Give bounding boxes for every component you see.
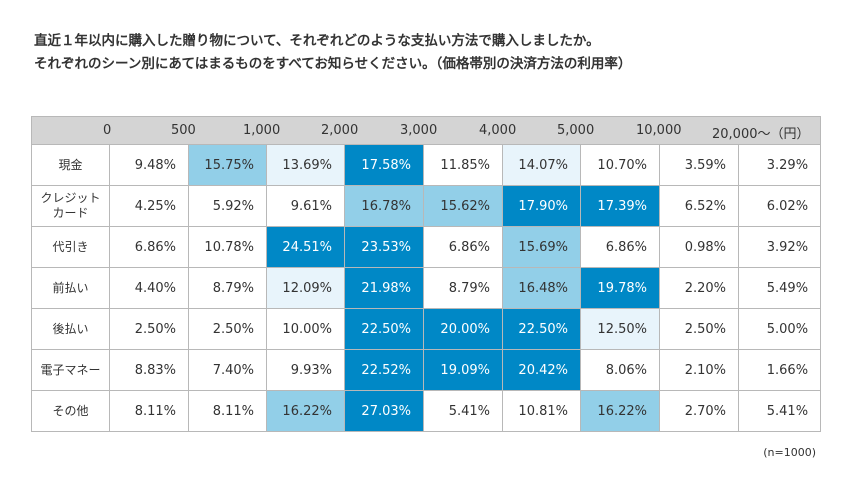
value-cell: 7.40% [188,349,267,391]
value-cell: 17.58% [344,144,424,186]
value-cell: 3.59% [659,144,739,186]
value-cell: 2.50% [109,308,189,350]
value-cell: 20.42% [502,349,581,391]
value-cell: 4.40% [109,267,189,309]
value-cell: 8.11% [188,390,267,432]
value-cell: 2.50% [188,308,267,350]
value-cell: 12.09% [266,267,345,309]
payment-method-label: 現金 [31,144,110,186]
price-tick-label: 3,000 [400,123,438,138]
value-cell: 17.90% [502,185,581,227]
value-cell: 8.79% [423,267,503,309]
payment-method-label: クレジット カード [31,185,110,227]
value-cell: 16.48% [502,267,581,309]
data-table: 0 500 1,000 2,000 3,000 4,000 5,000 10,000 20,00… [30,116,822,432]
payment-method-label: 代引き [31,226,110,268]
payment-method-label: 電子マネー [31,349,110,391]
value-cell: 15.69% [502,226,581,268]
value-cell: 3.92% [737,226,822,268]
value-cell: 16.22% [580,390,660,432]
value-cell: 12.50% [580,308,660,350]
table-row: 電子マネー 8.83% 7.40% 9.93% 22.52% 19.09% 20.42% 8.… [31,349,822,391]
table-row: 代引き 6.86% 10.78% 24.51% 23.53% 6.86% 15.69% 6.8… [31,226,822,268]
table-row: クレジット カード 4.25% 5.92% 9.61% 16.78% 15.62% 17.90… [31,185,822,227]
value-cell: 10.81% [502,390,581,432]
value-cell: 22.50% [344,308,424,350]
price-axis-row: 0 500 1,000 2,000 3,000 4,000 5,000 10,000 20,00… [30,116,822,145]
value-cell: 11.85% [423,144,503,186]
payment-method-label: 後払い [31,308,110,350]
table-row: 現金 9.48% 15.75% 13.69% 17.58% 11.85% 14.07% 10.… [31,144,822,186]
value-cell: 23.53% [344,226,424,268]
value-cell: 15.75% [188,144,267,186]
value-cell: 21.98% [344,267,424,309]
value-cell: 6.02% [737,185,822,227]
value-cell: 10.00% [266,308,345,350]
price-tick-label: 20,000〜（円） [712,127,810,142]
value-cell: 5.49% [737,267,822,309]
value-cell: 8.83% [109,349,189,391]
value-cell: 5.41% [423,390,503,432]
value-cell: 2.20% [659,267,739,309]
value-cell: 5.92% [188,185,267,227]
value-cell: 15.62% [423,185,503,227]
value-cell: 5.00% [737,308,822,350]
price-tick-label: 10,000 [636,123,682,138]
table-row: 後払い 2.50% 2.50% 10.00% 22.50% 20.00% 22.50% 12.… [31,308,822,350]
title-line-2: それぞれのシーン別にあてはまるものをすべてお知らせください。（価格帯別の決済方法… [34,56,632,72]
payment-method-label: その他 [31,390,110,432]
value-cell: 3.29% [737,144,822,186]
value-cell: 10.70% [580,144,660,186]
price-axis-cell: 0 500 1,000 2,000 3,000 4,000 5,000 10,000 20,00… [30,116,822,145]
value-cell: 9.48% [109,144,189,186]
value-cell: 27.03% [344,390,424,432]
value-cell: 22.50% [502,308,581,350]
value-cell: 8.79% [188,267,267,309]
value-cell: 5.41% [737,390,822,432]
sample-size-note: (n=1000) [763,446,816,459]
value-cell: 6.52% [659,185,739,227]
value-cell: 10.78% [188,226,267,268]
value-cell: 17.39% [580,185,660,227]
price-tick-label: 5,000 [557,123,595,138]
value-cell: 2.10% [659,349,739,391]
chart-title: 直近１年以内に購入した贈り物について、それぞれどのような支払い方法で購入しました… [34,30,834,76]
value-cell: 1.66% [737,349,822,391]
value-cell: 14.07% [502,144,581,186]
value-cell: 16.78% [344,185,424,227]
value-cell: 22.52% [344,349,424,391]
value-cell: 24.51% [266,226,345,268]
value-cell: 19.78% [580,267,660,309]
value-cell: 16.22% [266,390,345,432]
value-cell: 9.93% [266,349,345,391]
price-tick-label: 500 [171,123,196,138]
value-cell: 0.98% [659,226,739,268]
table-row: その他 8.11% 8.11% 16.22% 27.03% 5.41% 10.81% 16.2… [31,390,822,432]
value-cell: 8.06% [580,349,660,391]
value-cell: 13.69% [266,144,345,186]
value-cell: 2.50% [659,308,739,350]
price-tick-label: 1,000 [243,123,281,138]
price-tick-label: 4,000 [479,123,517,138]
value-cell: 6.86% [109,226,189,268]
payment-method-label: 前払い [31,267,110,309]
value-cell: 20.00% [423,308,503,350]
value-cell: 6.86% [423,226,503,268]
value-cell: 6.86% [580,226,660,268]
title-line-1: 直近１年以内に購入した贈り物について、それぞれどのような支払い方法で購入しました… [34,33,600,49]
value-cell: 4.25% [109,185,189,227]
value-cell: 2.70% [659,390,739,432]
value-cell: 8.11% [109,390,189,432]
value-cell: 9.61% [266,185,345,227]
price-tick-label: 2,000 [321,123,359,138]
price-tick-label: 0 [103,123,112,138]
value-cell: 19.09% [423,349,503,391]
table-row: 前払い 4.40% 8.79% 12.09% 21.98% 8.79% 16.48% 19.7… [31,267,822,309]
